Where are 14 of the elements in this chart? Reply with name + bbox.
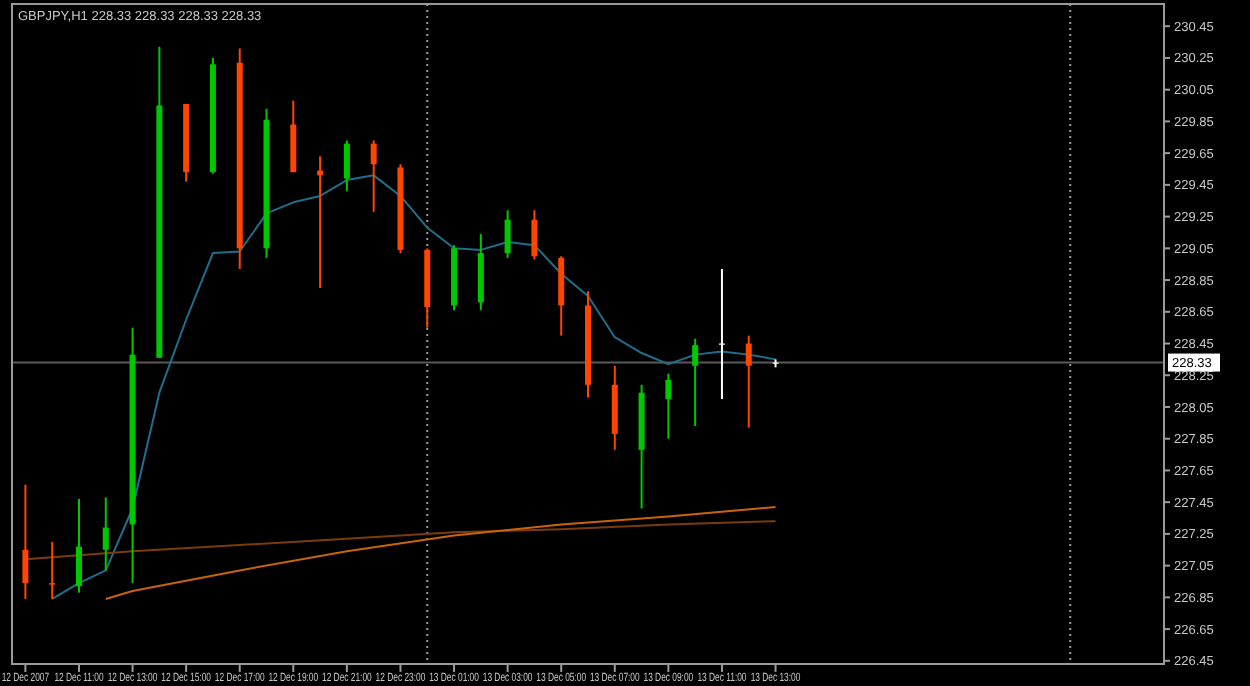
candlestick: [102, 496, 109, 572]
candlestick: [745, 334, 752, 429]
candlestick: [75, 498, 82, 594]
line-series: [104, 505, 777, 600]
candlestick: [49, 540, 56, 600]
candlestick: [692, 337, 699, 428]
candlestick: [22, 483, 29, 600]
candlestick: [531, 209, 538, 261]
candlestick: [343, 139, 350, 193]
candlestick: [558, 255, 565, 337]
candlestick: [290, 99, 297, 174]
candlestick: [665, 372, 672, 440]
candlestick: [504, 209, 511, 259]
candlestick: [370, 139, 377, 213]
